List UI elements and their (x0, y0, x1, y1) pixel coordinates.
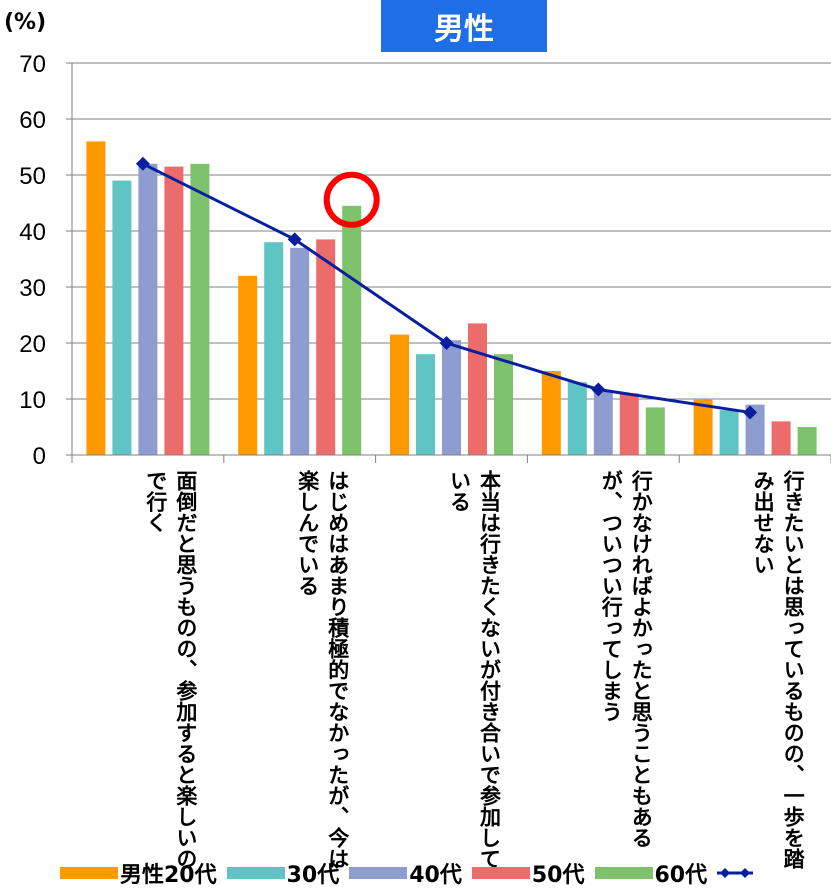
bar (238, 275, 258, 455)
bar (86, 141, 106, 455)
y-tick-label: 40 (19, 219, 46, 246)
highlight-circle (323, 171, 380, 228)
bar (290, 247, 310, 455)
bar (138, 163, 158, 456)
y-tick-label: 10 (19, 387, 46, 414)
legend-swatch (226, 867, 285, 879)
bar (619, 393, 639, 455)
average-line (135, 156, 758, 420)
bar (771, 421, 791, 455)
legend-label: 男性20代 (120, 863, 217, 888)
y-tick-label: 20 (19, 331, 46, 358)
legend-label: 50代 (531, 863, 585, 888)
y-tick-label: 50 (19, 163, 46, 190)
x-axis (71, 454, 831, 463)
line-marker (135, 156, 150, 171)
bar (264, 242, 284, 455)
y-tick-label: 60 (19, 107, 46, 134)
legend-item: 50代 (471, 857, 585, 889)
bar (797, 427, 817, 455)
bar (541, 371, 561, 455)
legend-label: 40代 (409, 863, 462, 888)
bar (468, 323, 487, 455)
legend-item: 30代 (226, 857, 340, 889)
y-tick-label: 70 (19, 51, 46, 78)
line-marker (591, 382, 606, 397)
x-category-label: はじめはあまり積極的でなかったが、今は楽しんでいる (295, 470, 350, 869)
line-marker (439, 336, 454, 350)
bar (567, 382, 587, 455)
legend-label: 60代 (654, 863, 708, 888)
bar (442, 340, 461, 455)
y-axis: 0 10 20 30 40 50 60 70 (19, 51, 73, 470)
x-category-label: 行かなければよかったと思うこともあるが、ついつい行ってしまう (599, 470, 654, 848)
legend-item: 60代 (594, 857, 708, 889)
bars (86, 141, 817, 456)
legend-label: 30代 (286, 863, 340, 888)
legend-swatch (471, 867, 530, 879)
line-marker (743, 405, 758, 420)
legend-swatch (60, 867, 118, 879)
legend-line-icon (717, 868, 754, 878)
legend-item: 40代 (349, 857, 462, 889)
bar (390, 334, 409, 455)
x-category-label: 面倒だと思うものの、参加すると楽しいので行く (143, 470, 198, 869)
legend-item: 男性20代 (60, 857, 217, 889)
bar (719, 410, 739, 455)
bar (593, 390, 613, 455)
bar (316, 239, 336, 455)
bar (112, 180, 132, 455)
legend: 男性20代 30代 40代 50代 60代 (60, 857, 754, 889)
bar (693, 399, 713, 455)
bar (494, 354, 513, 455)
line-marker (287, 232, 302, 247)
bar (190, 163, 210, 456)
highlight-marker (323, 171, 380, 228)
bar (164, 166, 184, 455)
chart-badge-title: 男性 (381, 0, 547, 52)
y-tick-label: 0 (33, 443, 46, 470)
bar (416, 354, 435, 455)
bar (645, 407, 665, 455)
legend-swatch (349, 867, 408, 879)
bar (342, 205, 362, 455)
x-category-label: 本当は行きたくないが付き合いで参加している (447, 470, 502, 869)
y-axis-unit-label: (%) (4, 10, 47, 35)
y-tick-label: 30 (19, 275, 46, 302)
legend-swatch (594, 867, 653, 879)
x-category-label: 行きたいとは思っているものの、一歩を踏み出せない (751, 470, 806, 869)
